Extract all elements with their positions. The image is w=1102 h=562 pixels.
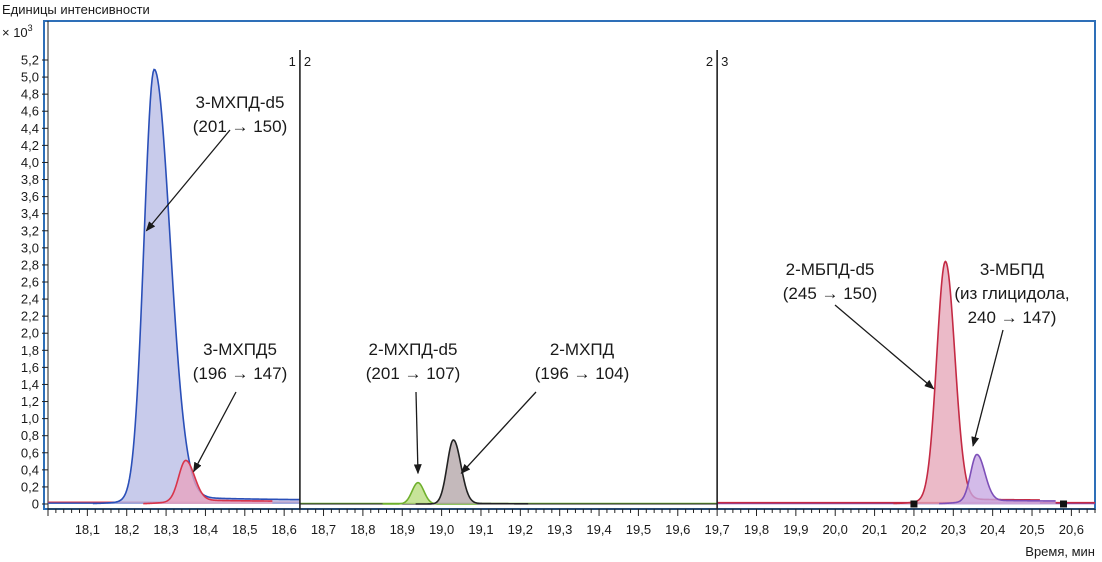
x-tick-label: 19,7 (704, 522, 729, 537)
segment-label-right: 3 (721, 54, 728, 69)
x-tick-label: 18,7 (311, 522, 336, 537)
x-tick-label: 18,5 (232, 522, 257, 537)
x-tick-label: 20,2 (901, 522, 926, 537)
annotation-label-3-line-2: (201 → 107) (366, 364, 461, 383)
y-tick-label: 0,2 (21, 479, 39, 494)
annotation-label-4-line-1: 2-МХПД (550, 340, 615, 359)
annotation-label-2-line-2: (196 → 147) (193, 364, 288, 383)
peak-area-6 (939, 454, 1056, 504)
annotation-label-6-line-2: (из глицидола, (954, 284, 1069, 303)
peak-line-2 (143, 459, 273, 505)
annotations: 3-МХПД-d5 (201 → 150) 3-МХПД5 (196 → 147) 2-… (145, 93, 1070, 475)
annotation-label-5-line-2: (245 → 150) (783, 284, 878, 303)
marker-square (910, 500, 918, 508)
x-tick-label: 20,1 (862, 522, 887, 537)
annotation-label-2-line-1: 3-МХПД5 (203, 340, 277, 359)
x-tick-label: 19,2 (508, 522, 533, 537)
y-tick-label: 1,0 (21, 411, 39, 426)
x-tick-label: 18,1 (75, 522, 100, 537)
y-tick-label: 3,4 (21, 206, 39, 221)
annotation-arrow-3 (413, 391, 422, 475)
x-tick-label: 20,4 (980, 522, 1005, 537)
y-axis: 0 0,2 0,4 0,6 0,8 1,0 1,2 1,4 1,6 1,8 2,0 2,2 2,4 2,6… (21, 21, 49, 512)
y-tick-label: 2,2 (21, 309, 39, 324)
annotation-label-3-line-1: 2-МХПД-d5 (369, 340, 458, 359)
peak-line-4 (415, 439, 529, 505)
annotation-arrow-6 (971, 329, 1004, 447)
peak-area-2 (143, 460, 273, 504)
x-tick-label: 18,3 (153, 522, 178, 537)
y-tick-label: 4,0 (21, 155, 39, 170)
annotation-label-6-line-1: 3-МБПД (980, 260, 1045, 279)
annotation-arrow-4 (460, 391, 537, 474)
y-tick-label: 5,0 (21, 70, 39, 85)
annotation-arrow-5 (834, 304, 935, 390)
x-tick-label: 20,6 (1059, 522, 1084, 537)
y-tick-label: 4,6 (21, 104, 39, 119)
peak-area-4 (415, 439, 529, 504)
y-tick-label: 4,8 (21, 87, 39, 102)
y-tick-label: 1,4 (21, 377, 39, 392)
segment-label-left: 2 (706, 54, 713, 69)
y-axis-label: Единицы интенсивности (2, 2, 150, 17)
marker-square (1060, 500, 1068, 508)
y-tick-label: 3,8 (21, 172, 39, 187)
x-tick-label: 19,0 (429, 522, 454, 537)
x-tick-label: 19,9 (783, 522, 808, 537)
annotation-arrow-1 (145, 129, 231, 232)
segment-label-left: 1 (289, 54, 296, 69)
peak-line-6 (939, 453, 1056, 505)
annotation-label-4-line-2: (196 → 104) (535, 364, 630, 383)
x-tick-label: 18,4 (193, 522, 218, 537)
y-scale-exponent: 3 (28, 23, 33, 33)
y-tick-label: 3,6 (21, 189, 39, 204)
y-tick-label: 2,0 (21, 326, 39, 341)
y-tick-label: 0,4 (21, 462, 39, 477)
x-tick-label: 19,3 (547, 522, 572, 537)
x-tick-label: 19,4 (586, 522, 611, 537)
annotation-label-6-line-3: 240 → 147) (968, 308, 1057, 327)
segment-label-right: 2 (304, 54, 311, 69)
annotation-arrow-2 (193, 391, 237, 473)
x-tick-label: 20,0 (823, 522, 848, 537)
x-tick-label: 20,3 (941, 522, 966, 537)
x-tick-label: 20,5 (1019, 522, 1044, 537)
y-tick-label: 2,4 (21, 292, 39, 307)
peak-line-5 (893, 260, 1040, 505)
annotation-label-1-line-1: 3-МХПД-d5 (196, 93, 285, 112)
peaks (92, 68, 1056, 505)
x-axis-label: Время, мин (1025, 544, 1095, 559)
y-tick-label: 4,4 (21, 121, 39, 136)
x-tick-label: 18,2 (114, 522, 139, 537)
y-tick-label: 1,8 (21, 343, 39, 358)
y-tick-label: 0 (32, 497, 39, 512)
x-axis: 18,1 18,2 18,3 18,4 18,5 18,6 18,7 18,8 18,9 19,0… (47, 508, 1096, 537)
y-tick-label: 1,6 (21, 360, 39, 375)
x-tick-label: 18,8 (350, 522, 375, 537)
y-tick-label: 3,0 (21, 240, 39, 255)
y-tick-label: 4,2 (21, 138, 39, 153)
annotation-label-5-line-1: 2-МБПД-d5 (786, 260, 875, 279)
x-tick-label: 18,9 (390, 522, 415, 537)
y-scale-label: × 103 (2, 23, 33, 40)
y-tick-label: 5,2 (21, 53, 39, 68)
annotation-label-1-line-2: (201 → 150) (193, 117, 288, 136)
y-tick-label: 3,2 (21, 223, 39, 238)
y-tick-label: 2,8 (21, 257, 39, 272)
x-tick-label: 19,8 (744, 522, 769, 537)
y-tick-label: 0,6 (21, 445, 39, 460)
y-tick-label: 2,6 (21, 275, 39, 290)
peak-area-1 (92, 69, 300, 504)
y-tick-label: 0,8 (21, 428, 39, 443)
x-tick-label: 19,6 (665, 522, 690, 537)
y-tick-label: 1,2 (21, 394, 39, 409)
x-tick-label: 18,6 (272, 522, 297, 537)
x-tick-label: 19,5 (626, 522, 651, 537)
x-tick-label: 19,1 (468, 522, 493, 537)
markers (910, 500, 1068, 508)
